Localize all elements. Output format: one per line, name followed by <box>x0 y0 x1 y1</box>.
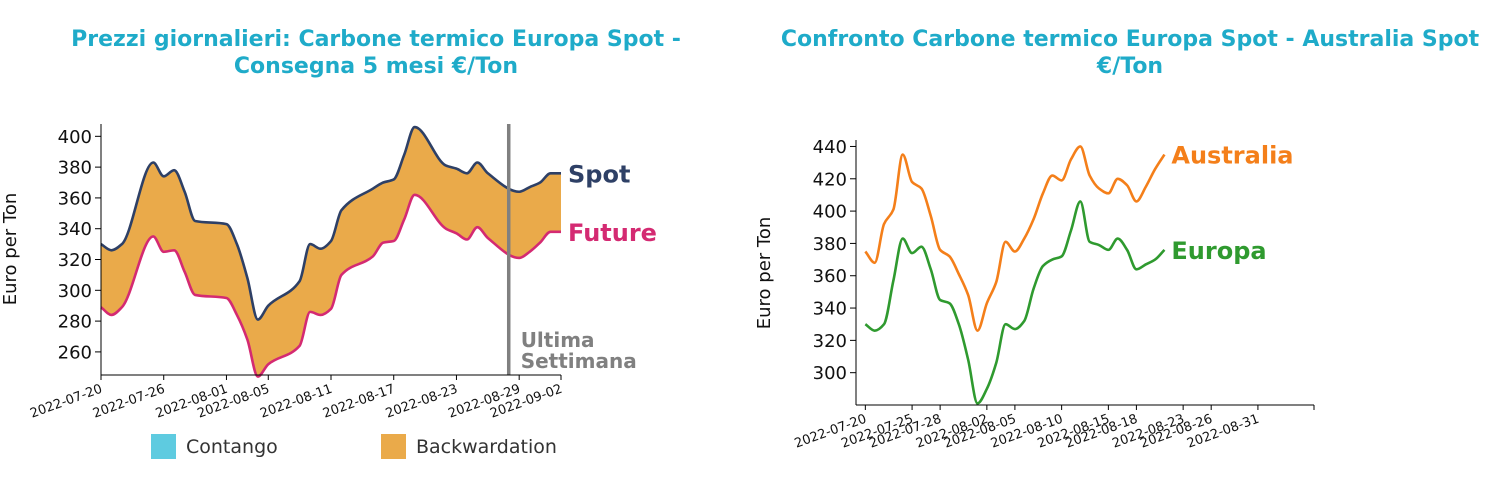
comparison-chart: Confronto Carbone termico Europa Spot - … <box>754 27 1480 452</box>
chart1-backwardation-band <box>101 127 561 377</box>
chart1-y-tick-label: 280 <box>58 312 92 333</box>
chart2-series-label-australia: Australia <box>1171 142 1293 170</box>
chart2-y-axis-label: Euro per Ton <box>754 217 775 330</box>
chart1-series-line-spot <box>100 125 561 321</box>
legend-contango-label: Contango <box>186 436 278 458</box>
chart2-y-tick-label: 360 <box>813 266 847 287</box>
chart1-title-line2: Consegna 5 mesi €/Ton <box>234 54 518 79</box>
legend-backwardation-label: Backwardation <box>416 436 557 458</box>
chart1-y-tick-label: 260 <box>58 342 92 363</box>
chart2-y-tick-label: 300 <box>813 363 847 384</box>
chart1-last-week-label-2: Settimana <box>521 349 637 373</box>
chart2-y-tick-label: 400 <box>813 202 847 223</box>
chart2-y-tick-label: 340 <box>813 299 847 320</box>
chart1-series-line-future <box>100 193 561 378</box>
chart1-series-label-future: Future <box>568 219 657 247</box>
chart1-y-axis-label: Euro per Ton <box>0 193 21 306</box>
chart2-title-line1: Confronto Carbone termico Europa Spot - … <box>781 27 1480 52</box>
chart1-y-tick-label: 320 <box>58 250 92 271</box>
chart2-y-tick-label: 440 <box>813 137 847 158</box>
chart1-y-tick-label: 380 <box>58 158 92 179</box>
chart1-y-tick-label: 300 <box>58 281 92 302</box>
legend-contango-swatch <box>151 434 176 459</box>
legend-backwardation-swatch <box>381 434 406 459</box>
chart1-y-tick-label: 400 <box>58 127 92 148</box>
chart1-y-tick-label: 340 <box>58 219 92 240</box>
chart1-title-line1: Prezzi giornalieri: Carbone termico Euro… <box>71 27 681 52</box>
chart2-title-line2: €/Ton <box>1096 54 1163 79</box>
chart1-y-tick-label: 360 <box>58 188 92 209</box>
chart2-series-label-europa: Europa <box>1171 237 1266 265</box>
daily-prices-chart: Prezzi giornalieri: Carbone termico Euro… <box>0 27 681 459</box>
chart2-y-tick-label: 420 <box>813 169 847 190</box>
chart1-series-label-spot: Spot <box>568 160 630 188</box>
chart2-series-line-australia <box>864 145 1166 332</box>
chart2-y-tick-label: 320 <box>813 331 847 352</box>
chart2-series-line-europa <box>864 200 1166 405</box>
chart2-y-tick-label: 380 <box>813 234 847 255</box>
chart1-last-week-label-1: Ultima <box>521 328 595 352</box>
